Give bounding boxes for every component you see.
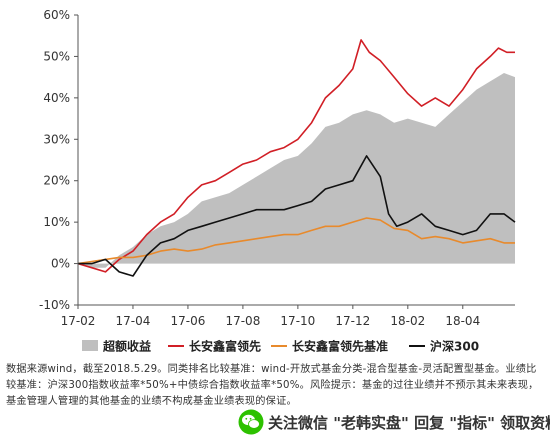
legend-label: 超额收益 — [102, 339, 151, 354]
x-tick-label: 17-02 — [61, 314, 96, 328]
legend-item: 长安鑫富领先 — [168, 339, 261, 354]
legend-label: 长安鑫富领先基准 — [292, 339, 388, 354]
y-tick-label: 0% — [51, 257, 70, 271]
x-tick-label: 18-04 — [445, 314, 480, 328]
y-tick-label: 40% — [43, 91, 70, 105]
legend-item: 超额收益 — [82, 339, 151, 354]
plot-area — [77, 39, 516, 277]
x-tick-label: 17-12 — [335, 314, 370, 328]
wechat-icon — [238, 409, 264, 435]
x-tick-label: 18-02 — [390, 314, 425, 328]
watermark-text: 关注微信 "老韩实盘" 回复 "指标" 领取资料 — [268, 414, 550, 432]
y-tick-label: 50% — [43, 49, 70, 63]
legend-item: 沪深300 — [409, 339, 479, 354]
y-tick-label: -10% — [39, 298, 70, 312]
y-tick-label: 20% — [43, 174, 70, 188]
axes: -10% 0% 10% 20% 30% 40% 50% 60% 17-02 17-04 17-06 1… — [39, 8, 515, 328]
x-tick-label: 17-08 — [225, 314, 260, 328]
legend-label: 沪深300 — [430, 339, 479, 354]
legend-label: 长安鑫富领先 — [189, 339, 261, 354]
series-line-1 — [77, 39, 515, 273]
legend-swatch — [82, 340, 98, 351]
x-tick-label: 17-04 — [116, 314, 151, 328]
series-line-2 — [77, 217, 515, 265]
legend: 超额收益 长安鑫富领先 长安鑫富领先基准 沪深300 — [82, 339, 479, 354]
x-tick-label: 17-10 — [280, 314, 315, 328]
series-line-3 — [78, 155, 516, 277]
series-area-0 — [78, 73, 515, 268]
x-tick-label: 17-06 — [170, 314, 205, 328]
legend-item: 长安鑫富领先基准 — [271, 339, 388, 354]
y-tick-label: 10% — [43, 215, 70, 229]
y-tick-label: 60% — [43, 8, 70, 22]
footnote: 数据来源wind，截至2018.5.29。同类排名比较基准：wind-开放式基金… — [6, 364, 539, 407]
y-tick-label: 30% — [43, 132, 70, 146]
